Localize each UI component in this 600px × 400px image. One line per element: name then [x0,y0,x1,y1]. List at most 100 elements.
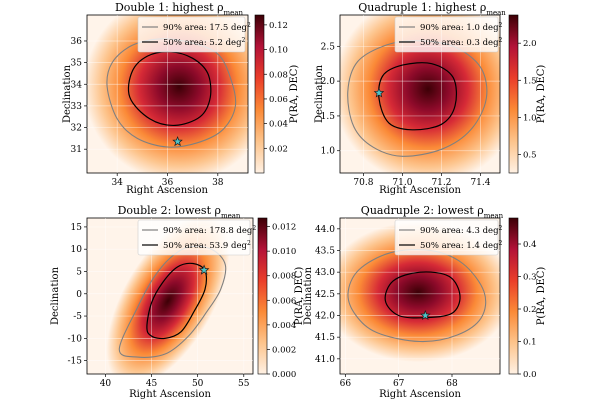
legend-label-50: 50% area: 1.4 deg2 [420,240,503,252]
colorbar-label: P(RA, DEC) [289,65,300,124]
colorbar-tick-label: 0.04 [269,120,288,130]
y-tick-label: -10 [68,334,83,344]
contour-50 [378,62,458,131]
legend-label-90: 90% area: 1.0 deg2 [420,22,503,34]
x-axis-label: Right Ascension [129,389,211,400]
legend: 90% area: 178.8 deg2 50% area: 53.9 deg2 [137,219,256,256]
y-tick-label: 35 [71,59,83,69]
colorbar-tick-label: 0.10 [269,46,288,56]
y-axis-label: Declination [314,64,325,123]
colorbar-label: P(RA, DEC) [536,267,547,326]
source-star-marker [198,264,210,275]
colorbar-tick-label: 1.0 [523,113,537,123]
y-tick-label: 33 [71,102,83,112]
colorbar-tick-label: 0.06 [269,95,288,105]
panel-title: Quadruple 1: highest ρmean [358,1,506,17]
colorbar-tick-label: 0.002 [272,345,296,355]
x-tick-label: 34 [111,178,123,188]
legend-label-50: 50% area: 5.2 deg2 [163,37,246,49]
legend-label-90: 90% area: 178.8 deg2 [163,225,256,237]
panel-title: Double 1: highest ρmean [115,1,244,17]
colorbar-bar [508,217,519,375]
colorbar-tick-label: 0.12 [269,21,288,31]
colorbar-bar [508,14,519,174]
legend-label-50: 50% area: 53.9 deg2 [163,240,251,252]
colorbar-tick-label: 0.02 [269,144,288,154]
colorbar-tick-label: 0.1 [523,338,537,348]
y-tick-label: 43.5 [315,247,335,257]
legend-label-50: 50% area: 0.3 deg2 [420,37,503,49]
panel-quadruple-1: Quadruple 1: highest ρmean 70.8 71.0 71.2 7… [314,1,547,196]
contour-50 [127,51,212,127]
y-axis-label: Declination [303,266,314,325]
colorbar-tick-label: 0.08 [269,70,288,80]
y-tick-label: 2.5 [321,42,336,52]
y-tick-label: 31 [71,145,82,155]
x-axis-label: Right Ascension [379,185,461,196]
x-tick-label: 55 [238,379,250,389]
x-tick-label: 66 [340,379,352,389]
colorbar-tick-label: 0.2 [523,305,537,315]
colorbar-label: P(RA, DEC) [294,267,305,326]
contour-50 [146,262,208,340]
x-tick-label: 38 [212,178,224,188]
colorbar-bar [257,217,268,375]
colorbar-label: P(RA, DEC) [536,65,547,124]
y-tick-label: 1.5 [321,112,336,122]
colorbar: 0.000 0.002 0.004 0.006 0.008 0.010 0.012 P(RA… [257,217,305,380]
colorbar-tick-label: 0.004 [272,321,296,331]
legend-label-90: 90% area: 4.3 deg2 [420,225,503,237]
y-tick-label: 41.0 [315,355,335,365]
x-tick-label: 50 [192,379,204,389]
grid [340,218,500,374]
colorbar-tick-label: 0.0 [523,370,537,380]
y-tick-label: 43.0 [315,268,335,278]
x-tick-label: 71.0 [392,178,412,188]
x-tick-label: 40 [100,379,112,389]
colorbar: 0.0 0.1 0.2 0.3 0.4 P(RA, DEC) [508,217,547,380]
contour-90 [347,40,488,157]
x-axis-label: Right Ascension [126,185,208,196]
y-tick-label: 1.0 [321,147,336,157]
contour-90 [118,245,227,358]
colorbar-tick-label: 0.4 [523,240,537,250]
colorbar: 0.5 1.0 1.5 2.0 P(RA, DEC) [508,14,547,174]
colorbar-tick-label: 2.0 [523,39,537,49]
y-tick-label: 15 [71,223,83,233]
x-axis-label: Right Ascension [379,389,461,400]
y-tick-label: -15 [68,357,83,367]
y-tick-label: 42.0 [315,312,335,322]
y-tick-label: 10 [71,245,83,255]
y-axis-label: Declination [62,64,73,123]
colorbar-tick-label: 0.000 [272,370,296,380]
colorbar-tick-label: 1.5 [523,76,537,86]
x-tick-label: 68 [446,379,458,389]
panel-title: Quadruple 2: lowest ρmean [361,204,504,220]
colorbar-tick-label: 0.3 [523,273,537,283]
legend: 90% area: 4.3 deg2 50% area: 1.4 deg2 [394,219,503,256]
x-tick-label: 70.8 [353,178,373,188]
contour-90 [347,248,487,343]
colorbar: 0.02 0.04 0.06 0.08 0.10 0.12 P(RA, DEC) [254,14,300,174]
y-axis-label: Declination [50,266,61,325]
panel-quadruple-2: Quadruple 2: lowest ρmean 66 67 68 41.0 41.… [303,204,547,400]
y-tick-label: 41.5 [315,333,335,343]
source-star-marker [172,136,183,147]
colorbar-tick-label: 0.008 [272,272,296,282]
legend-box [137,16,246,53]
y-tick-label: 34 [71,80,83,90]
contour-90 [106,38,237,148]
y-tick-label: 32 [71,124,82,134]
colorbar-bar [254,14,265,174]
y-tick-label: 5 [76,267,82,277]
x-tick-label: 45 [146,379,158,389]
panel-title: Double 2: lowest ρmean [118,204,241,220]
x-tick-label: 67 [393,379,405,389]
legend: 90% area: 17.5 deg2 50% area: 5.2 deg2 [137,16,251,53]
x-tick-label: 36 [162,178,174,188]
panel-double-1: Double 1: highest ρmean 34 36 38 31 32 33 34 3… [62,1,300,196]
legend-box [137,219,251,256]
panel-double-2: Double 2: lowest ρmean 40 45 50 55 -15-10-5… [50,204,305,400]
legend-box [394,219,499,256]
